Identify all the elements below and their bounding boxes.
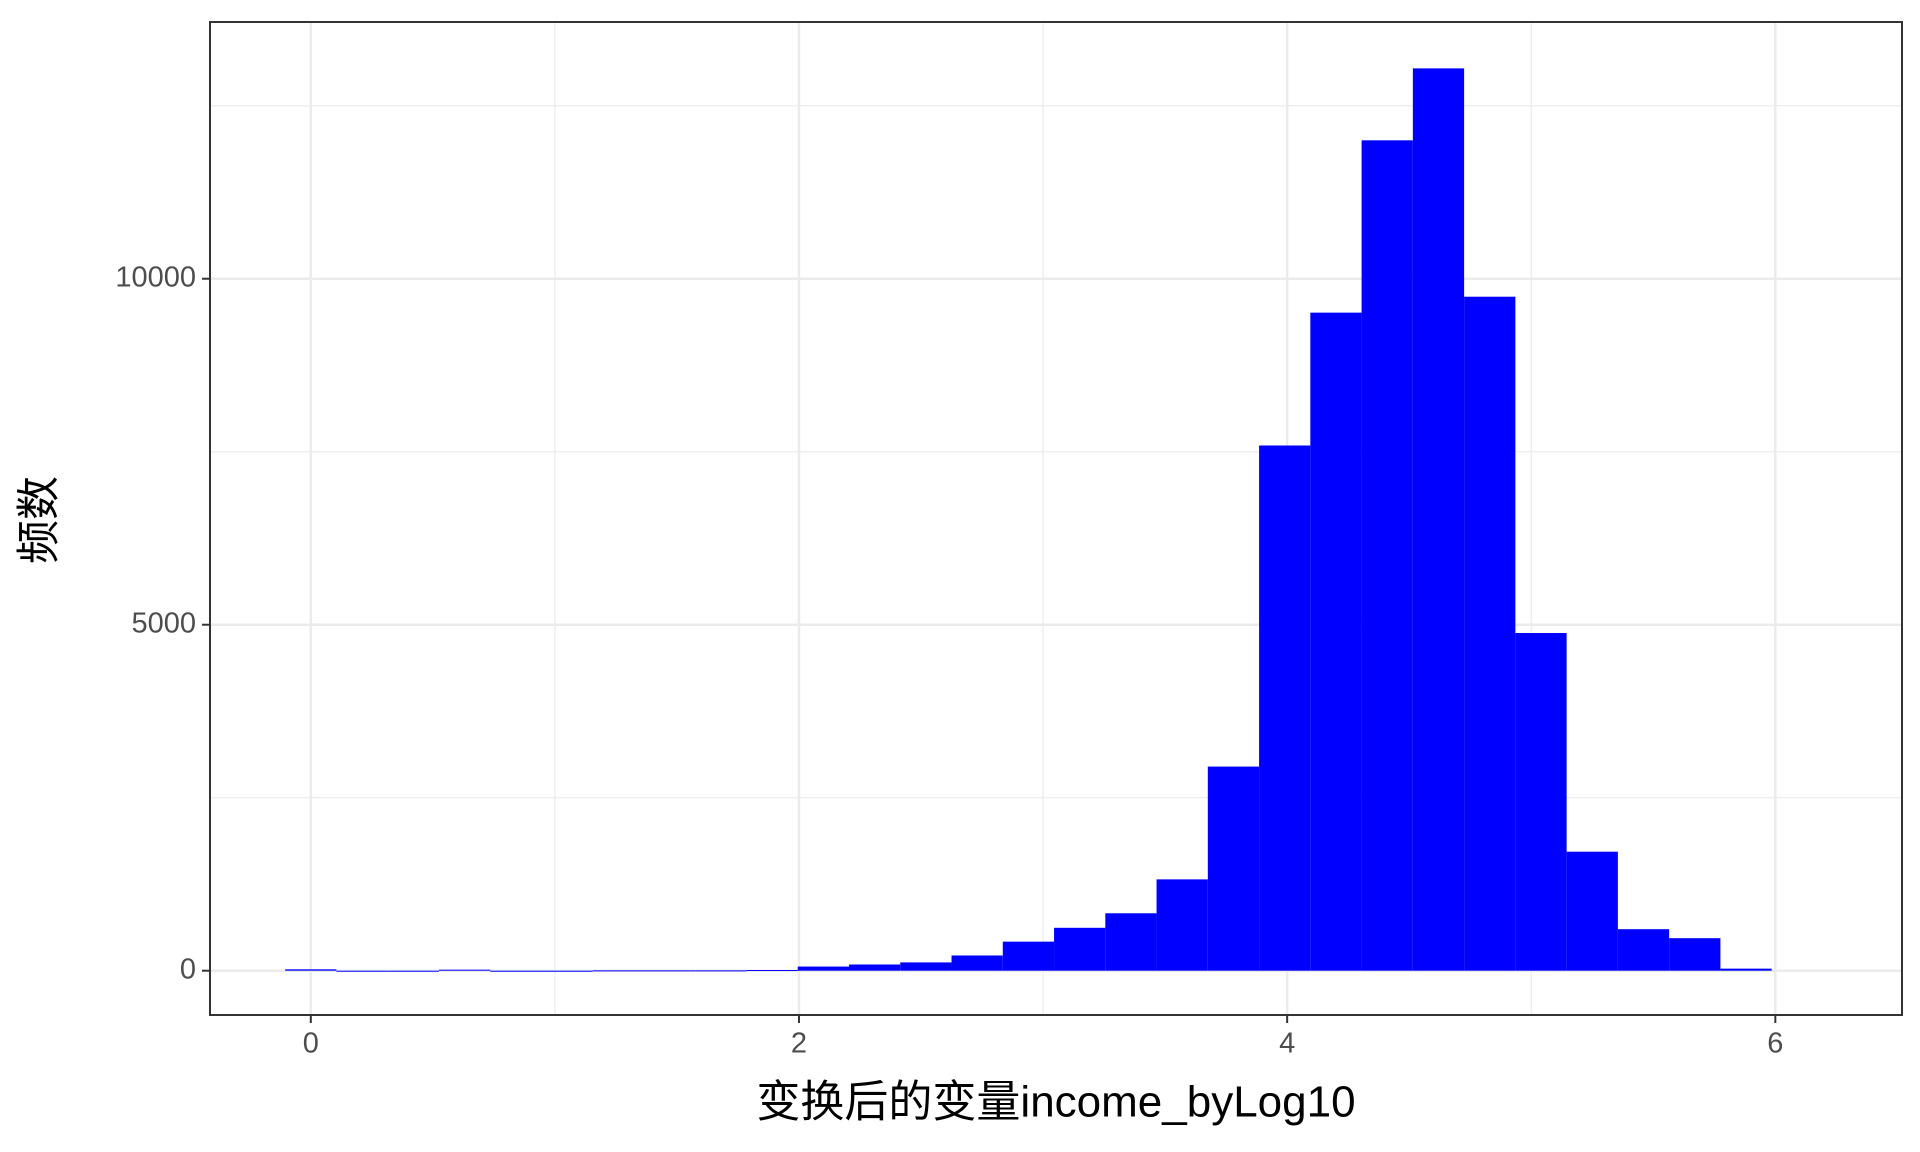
bar bbox=[1412, 68, 1465, 971]
bar bbox=[1156, 879, 1208, 971]
bar bbox=[1310, 312, 1362, 971]
bar bbox=[900, 962, 952, 971]
bar bbox=[1617, 929, 1670, 971]
x-tick-label: 0 bbox=[303, 1028, 319, 1060]
bar bbox=[1464, 296, 1516, 971]
bar bbox=[1361, 140, 1413, 971]
bar bbox=[797, 966, 850, 971]
bar bbox=[1105, 913, 1157, 971]
y-tick-label: 10000 bbox=[115, 261, 196, 293]
bar bbox=[592, 970, 644, 972]
bar bbox=[849, 964, 901, 971]
plot-border bbox=[209, 21, 1903, 1016]
bar bbox=[541, 970, 593, 972]
bar bbox=[438, 969, 491, 971]
x-axis-title: 变换后的变量income_byLog10 bbox=[756, 1078, 1355, 1127]
bar bbox=[1669, 938, 1721, 971]
y-axis-title: 频数 bbox=[15, 476, 64, 564]
y-tick-label: 5000 bbox=[131, 607, 196, 639]
bar bbox=[1720, 968, 1772, 971]
bar bbox=[336, 970, 388, 972]
bar bbox=[1002, 941, 1055, 971]
bar bbox=[695, 970, 747, 972]
y-tick-label: 0 bbox=[180, 953, 196, 985]
x-tick-label: 4 bbox=[1279, 1028, 1295, 1060]
bar bbox=[951, 955, 1003, 971]
bar bbox=[1207, 766, 1260, 971]
bar bbox=[1566, 851, 1618, 971]
plot-background bbox=[210, 22, 1902, 1015]
bar bbox=[1259, 445, 1311, 971]
bar bbox=[746, 970, 798, 972]
bar bbox=[1515, 633, 1567, 971]
bar bbox=[490, 970, 542, 972]
bar bbox=[1054, 927, 1106, 971]
x-tick-label: 2 bbox=[791, 1028, 807, 1060]
bar bbox=[643, 970, 696, 972]
x-tick-label: 6 bbox=[1767, 1028, 1783, 1060]
bar bbox=[285, 969, 337, 971]
bar bbox=[387, 970, 439, 972]
